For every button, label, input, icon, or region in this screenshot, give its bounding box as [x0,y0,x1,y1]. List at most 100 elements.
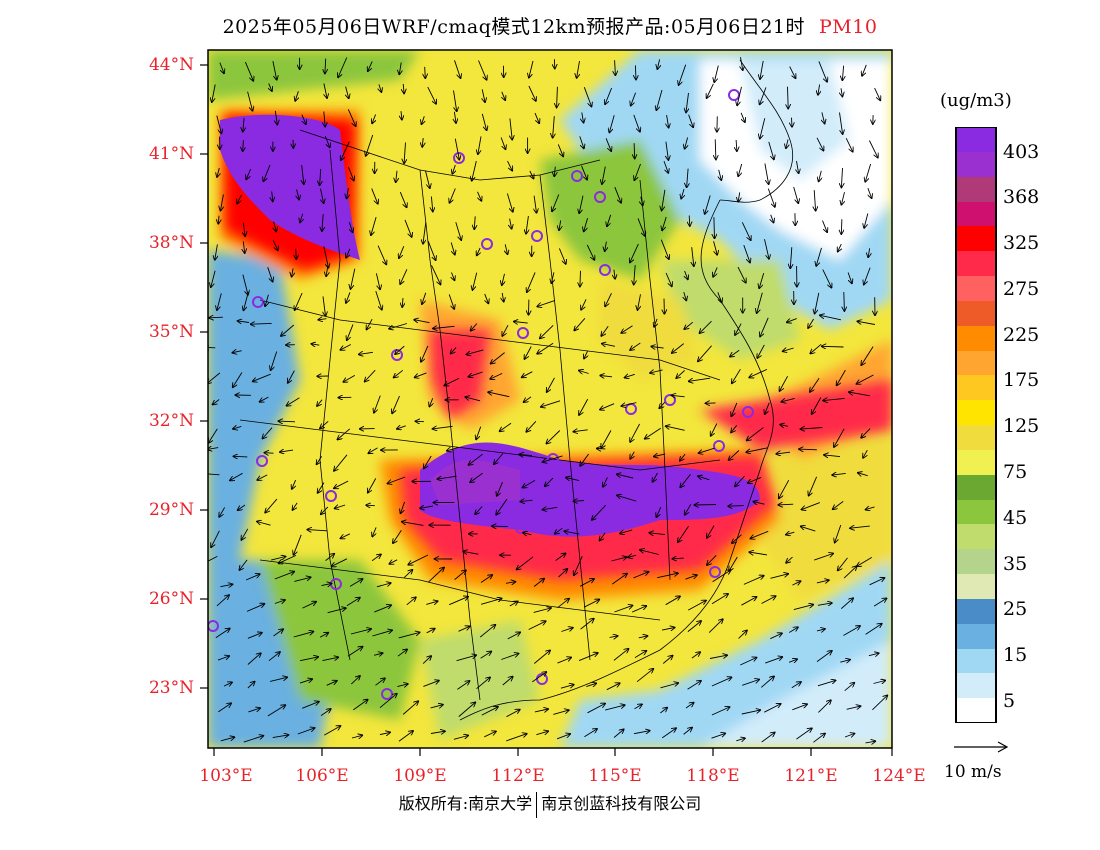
wind-vector [605,138,611,151]
colorbar-swatch [956,325,996,351]
wind-vector [749,368,768,377]
wind-vector [272,240,278,250]
wind-vector [788,86,789,109]
wind-vector [519,455,533,456]
wind-vector [467,349,484,355]
wind-vector [684,291,687,300]
wind-vector [605,241,607,252]
wind-vector [265,498,278,512]
map-title: 2025年05月06日WRF/cmaq模式12km预报产品:05月06日21时 P… [0,12,1100,39]
wind-vector [257,474,268,480]
wind-vector [469,453,483,465]
wind-vector [748,476,762,483]
copyright-separator [536,791,538,818]
wind-vector [320,420,329,428]
wind-vector [712,570,731,583]
wind-vector [631,92,637,106]
colorbar-label-403: 403 [1003,141,1040,163]
wind-vector [729,556,738,571]
wind-vector [372,527,376,536]
wind-vector [838,557,848,571]
colorbar-swatch [956,499,996,525]
wind-vector [634,265,636,284]
wind-vector [470,472,483,482]
wind-vector [528,85,536,101]
wind-vector [833,501,844,509]
wind-vector [318,319,327,320]
wind-vector [684,321,694,329]
wind-vector [270,557,285,561]
colorbar-label-5: 5 [1003,690,1016,712]
wind-vector [799,449,817,450]
wind-vector [600,376,613,377]
wind-vector [816,629,825,631]
wind-vector [566,478,580,481]
wind-vector [685,575,697,580]
wind-vector [237,194,242,204]
wind-vector [545,477,554,486]
wind-vector [371,188,378,204]
wind-vector [614,186,621,203]
wind-vector [404,142,405,164]
wind-vector [233,372,243,388]
wind-vector [685,703,694,709]
wind-vector [414,320,430,323]
wind-vector [786,139,788,149]
wind-vector [350,676,360,685]
wind-vector [537,342,554,353]
wind-vector [657,573,678,579]
wind-vector [338,57,348,78]
wind-vector [679,64,687,85]
wind-vector [692,247,694,266]
wind-vector [335,505,346,508]
wind-vector [581,299,587,309]
wind-vector [634,143,635,158]
wind-vector [300,213,303,223]
wind-vector [326,265,328,277]
wind-vector [553,710,569,715]
wind-vector [265,294,268,306]
wind-vector [530,170,534,179]
wind-vector [683,728,692,735]
wind-vectors [208,57,887,743]
wind-vector [527,272,536,292]
colorbar-label-368: 368 [1003,186,1040,208]
wind-vector [707,83,714,98]
wind-vector [818,84,820,95]
axis-ticks [200,64,893,756]
wind-vector [731,402,738,416]
wind-vector [326,681,337,686]
wind-vector [685,270,688,279]
wind-vector [273,629,284,637]
wind-vector [221,194,224,211]
wind-vector [469,371,483,377]
wind-vector [711,594,728,605]
wind-vector [274,572,294,580]
wind-vector [863,449,868,458]
wind-vector [579,195,584,214]
wind-vector [217,167,219,177]
wind-vector [738,631,747,639]
wind-vector [809,476,818,496]
wind-vector [793,186,799,203]
wind-vector [812,397,822,415]
wind-vector [546,430,561,444]
wind-vector [765,657,782,664]
wind-vector [559,220,561,230]
wind-vector [401,501,406,513]
wind-vector [661,728,676,739]
wind-vector [868,248,869,257]
colorbar-swatch [956,375,996,401]
wind-vector [835,524,842,543]
wind-vector [579,371,589,374]
wind-vector [540,324,554,338]
wind-vector [707,525,715,538]
copyright-left: 版权所有:南京大学 [398,794,533,813]
colorbar-label-175: 175 [1003,369,1040,391]
wind-vector [738,192,740,201]
wind-vector [719,169,722,180]
wind-vector [771,214,774,223]
wind-vector [348,167,354,180]
wind-vector [672,395,685,397]
